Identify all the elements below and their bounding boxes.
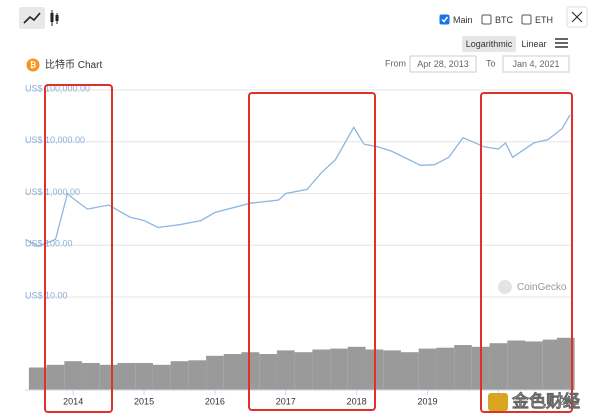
to-label: To bbox=[486, 58, 496, 68]
volume-bar bbox=[312, 349, 331, 390]
volume-bar bbox=[117, 363, 136, 390]
checkbox-label: ETH bbox=[535, 15, 553, 25]
from-date: Apr 28, 2013 bbox=[417, 59, 469, 69]
checkbox-label: Main bbox=[453, 15, 473, 25]
checkbox[interactable] bbox=[439, 14, 450, 25]
log-button-bg bbox=[462, 36, 516, 52]
candle-body bbox=[50, 13, 54, 22]
coingecko-logo bbox=[498, 280, 512, 294]
volume-bar bbox=[454, 345, 472, 390]
x-tick-label: 2014 bbox=[63, 396, 83, 406]
checkmark bbox=[441, 16, 449, 23]
volume-bar bbox=[170, 361, 189, 390]
volume-bar bbox=[507, 340, 525, 390]
volume-bar bbox=[400, 352, 419, 390]
volume-bar bbox=[524, 341, 543, 390]
checkbox[interactable] bbox=[521, 14, 532, 25]
volume-bar bbox=[418, 348, 437, 390]
volume-bar bbox=[276, 350, 295, 390]
volume-bar bbox=[99, 364, 118, 390]
volume-bar bbox=[135, 363, 153, 390]
y-tick-label: US$ 100.00 bbox=[25, 239, 73, 249]
volume-bar bbox=[436, 347, 455, 390]
menu-icon[interactable] bbox=[555, 38, 568, 48]
x-tick-label: 2021 bbox=[559, 396, 579, 406]
checkbox-label: BTC bbox=[495, 15, 514, 25]
y-tick-label: US$ 10.00 bbox=[25, 290, 68, 300]
volume-bar bbox=[259, 354, 277, 390]
volume-bar bbox=[28, 367, 47, 390]
chart-title: 比特币 Chart bbox=[45, 59, 102, 71]
scale-button[interactable]: Linear bbox=[521, 39, 546, 49]
volume-bar bbox=[489, 343, 508, 390]
line-icon bbox=[23, 12, 41, 24]
x-tick-label: 2016 bbox=[205, 396, 225, 406]
x-tick-label: 2017 bbox=[276, 396, 296, 406]
volume-bar bbox=[294, 352, 313, 390]
price-line bbox=[25, 114, 571, 248]
volume-bar bbox=[383, 350, 401, 390]
volume-bar bbox=[152, 364, 171, 390]
highlight-box bbox=[480, 92, 573, 413]
y-tick-label: US$ 1,000.00 bbox=[25, 187, 80, 197]
x-tick-label: 2015 bbox=[134, 396, 154, 406]
volume-bar bbox=[206, 355, 224, 390]
candle-body bbox=[55, 15, 59, 21]
volume-bar bbox=[542, 339, 561, 390]
volume-bar bbox=[330, 348, 348, 390]
volume-bar bbox=[223, 354, 242, 390]
bitcoin-icon bbox=[26, 58, 40, 72]
to-input[interactable] bbox=[502, 55, 570, 73]
volume-bar bbox=[556, 337, 575, 390]
y-tick-label: US$ 100,000.00 bbox=[25, 83, 90, 93]
x-tick-label: 2019 bbox=[418, 396, 438, 406]
volume-bar bbox=[46, 364, 65, 390]
coingecko-watermark: CoinGecko bbox=[517, 282, 567, 293]
jinse-logo bbox=[488, 393, 508, 411]
volume-bar bbox=[188, 360, 207, 390]
x-tick-label: 2018 bbox=[347, 396, 367, 406]
checkbox[interactable] bbox=[481, 14, 492, 25]
volume-bar bbox=[82, 363, 100, 390]
from-label: From bbox=[385, 58, 406, 68]
volume-bar bbox=[241, 352, 260, 390]
bitcoin-symbol: ₿ bbox=[30, 61, 37, 70]
expand-icon bbox=[571, 11, 583, 23]
highlight-box bbox=[44, 84, 113, 413]
highlight-box bbox=[248, 92, 376, 411]
y-tick-label: US$ 10,000.00 bbox=[25, 135, 85, 145]
volume-bar bbox=[347, 346, 366, 390]
plot: US$ 10.00 US$ 100.00 US$ 1,000.00 US$ 10,00… bbox=[25, 83, 579, 406]
jinse-watermark: 金色财经 bbox=[511, 391, 580, 411]
from-input[interactable] bbox=[409, 55, 477, 73]
to-date: Jan 4, 2021 bbox=[512, 59, 559, 69]
volume-bar bbox=[64, 361, 83, 390]
scale-button[interactable]: Logarithmic bbox=[466, 39, 513, 49]
